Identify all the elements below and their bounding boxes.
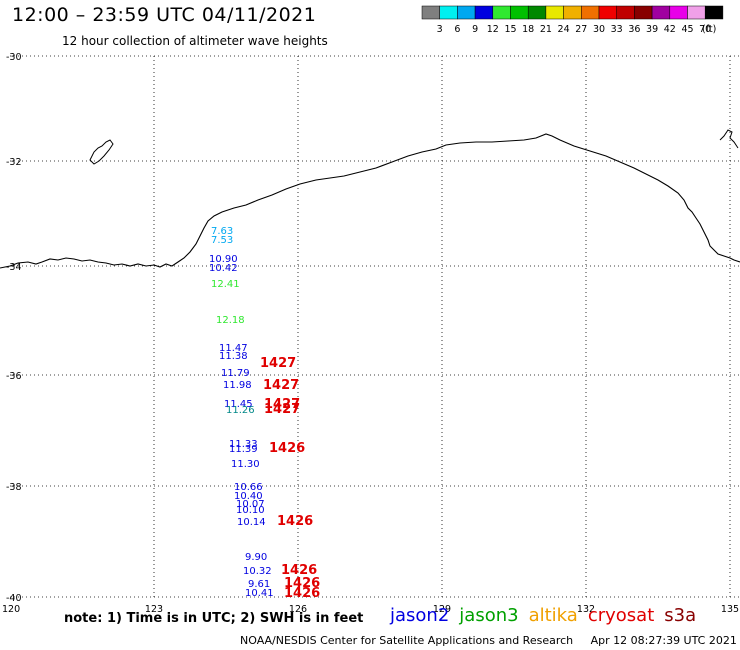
wave-obs-label: 11.38 [219,351,248,362]
wave-obs-label: 11.98 [223,380,252,391]
scale-tick-label: 6 [454,24,460,35]
wave-obs-label: 10.14 [237,517,266,528]
wave-obs-label: 11.26 [226,405,255,416]
scale-tick-label: 45 [681,24,693,35]
scale-swatch [598,5,617,20]
scale-swatch [545,5,564,20]
wave-obs-label: 10.40 [234,491,263,502]
satellite-legend: jason2 jason3 altika cryosat s3a [390,605,706,626]
scale-swatch [510,5,529,20]
scale-tick-label: 9 [472,24,478,35]
lon-label: 120 [2,604,20,615]
scale-swatch [474,5,494,20]
legend-entry: jason3 [459,605,519,626]
credit-text: NOAA/NESDIS Center for Satellite Applica… [240,634,574,647]
scale-tick-label: 18 [522,24,534,35]
wave-obs-label: 11.39 [229,444,258,455]
legend-entry: s3a [664,605,697,626]
wave-obs-label: 1426 [284,576,320,591]
scale-tick-label: 30 [593,24,605,35]
wave-obs-label: 11.33 [229,439,258,450]
scale-tick-label: 24 [558,24,570,35]
peninsula-outline [719,129,739,149]
wave-obs-label: 11.45 [224,399,253,410]
coastline [0,133,740,269]
wave-obs-label: 10.90 [209,254,238,265]
wave-obs-label: 12.18 [216,315,245,326]
lat-label: -38 [6,482,22,493]
footnote: note: 1) Time is in UTC; 2) SWH is in fe… [64,611,364,626]
scale-tick-label: 21 [540,24,552,35]
scale-tick-label: 3 [437,24,443,35]
scale-swatch [492,5,511,20]
scale-tick-label: 42 [664,24,676,35]
credit-line: NOAA/NESDIS Center for Satellite Applica… [240,634,737,647]
lat-label: -30 [6,52,22,63]
wave-obs-label: 1427 [264,402,300,417]
page-subtitle: 12 hour collection of altimeter wave hei… [62,34,328,48]
wave-obs-label: 1427 [260,356,296,371]
wave-obs-label: 10.66 [234,482,263,493]
scale-tick-label: 27 [575,24,587,35]
scale-swatch [563,5,582,20]
scale-swatch [704,5,724,20]
scale-swatch [616,5,635,20]
lon-label: 129 [433,604,451,615]
timestamp: Apr 12 08:27:39 UTC 2021 [590,634,737,647]
wave-obs-label: 1426 [284,586,320,601]
scale-swatch [581,5,600,20]
scale-tick-label: 36 [628,24,640,35]
wave-obs-label: 9.61 [248,579,270,590]
wave-obs-label: 1426 [277,514,313,529]
scale-swatch [687,5,706,20]
island-outline [89,139,114,165]
wave-obs-label: 7.53 [211,235,233,246]
wave-obs-label: 10.41 [245,588,274,599]
legend-entry: cryosat [587,605,655,626]
wave-obs-label: 10.32 [243,566,272,577]
lat-lon-grid [10,55,740,600]
wave-obs-label: 10.10 [236,505,265,516]
scale-tick-label: 12 [487,24,499,35]
wave-obs-label: 9.90 [245,552,267,563]
wave-obs-label: 1426 [269,441,305,456]
scale-swatch [457,5,476,20]
scale-tick-label: 39 [646,24,658,35]
scale-swatch [669,5,688,20]
lon-label: 126 [289,604,307,615]
lon-label: 132 [577,604,595,615]
wave-obs-label: 11.79 [221,368,250,379]
scale-swatch [439,5,458,20]
scale-tick-label: 70 [699,24,711,35]
lon-label: 135 [721,604,739,615]
scale-unit-label: (ft) [702,24,716,35]
wave-obs-label: 1426 [281,563,317,578]
scale-swatch [527,5,547,20]
wave-obs-label: 10.07 [236,499,265,510]
scale-tick-label: 33 [611,24,623,35]
scale-swatch [421,5,440,20]
page-title: 12:00 – 23:59 UTC 04/11/2021 [12,4,317,26]
color-scale-bar: 3 6 9 12 15 18 21 24 27 30 33 36 39 42 45 70(ft) [421,5,724,35]
legend-entry: altika [528,605,578,626]
wave-obs-label: 10.42 [209,263,238,274]
scale-swatch [634,5,653,20]
lon-label: 123 [145,604,163,615]
wave-obs-label: 11.47 [219,343,248,354]
legend-entry: jason2 [390,605,450,626]
wave-obs-label: 7.63 [211,226,233,237]
scale-tick-label: 15 [504,24,516,35]
lat-label: -32 [6,157,22,168]
wave-obs-label: 1427 [263,378,299,393]
wave-obs-label: 12.41 [211,279,240,290]
lat-label: -34 [6,262,22,273]
wave-obs-label: 1427 [264,397,300,412]
lat-label: -36 [6,371,22,382]
lat-label: -40 [6,593,22,604]
wave-obs-label: 11.30 [231,459,260,470]
scale-swatch [651,5,671,20]
